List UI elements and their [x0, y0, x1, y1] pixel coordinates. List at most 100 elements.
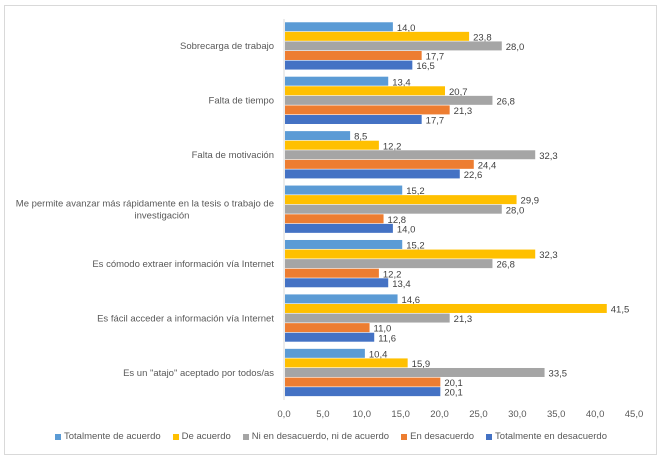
- bar: [285, 22, 393, 32]
- x-tick-label: 10,0: [353, 409, 372, 420]
- data-label: 17,7: [426, 116, 445, 127]
- category-label: Es fácil acceder a información vía Inter…: [97, 313, 274, 324]
- category-label: Me permite avanzar más rápidamente en la…: [16, 199, 274, 210]
- legend-item: En desacuerdo: [401, 431, 474, 442]
- bar: [285, 348, 365, 358]
- data-label: 26,8: [496, 96, 515, 107]
- bar: [285, 31, 470, 41]
- data-label: 20,1: [444, 388, 463, 399]
- data-label: 20,1: [444, 378, 463, 389]
- data-label: 15,2: [406, 241, 425, 252]
- bar: [285, 95, 493, 105]
- data-label: 32,3: [539, 151, 558, 162]
- data-label: 28,0: [506, 205, 525, 216]
- legend-item: Totalmente en desacuerdo: [486, 431, 607, 442]
- bar: [285, 278, 389, 288]
- data-label: 12,8: [388, 215, 407, 226]
- data-label: 33,5: [549, 369, 568, 380]
- x-tick-label: 0,0: [277, 409, 290, 420]
- category-label: Sobrecarga de trabajo: [180, 41, 274, 52]
- x-tick-label: 5,0: [316, 409, 329, 420]
- bar: [285, 268, 379, 278]
- data-label: 15,2: [406, 186, 425, 197]
- bar: [285, 377, 441, 387]
- bar: [285, 239, 403, 249]
- x-tick-label: 25,0: [469, 409, 488, 420]
- legend-label: Totalmente en desacuerdo: [495, 431, 607, 442]
- data-label: 12,2: [383, 269, 402, 280]
- bar: [285, 150, 536, 160]
- x-tick-label: 35,0: [547, 409, 566, 420]
- x-tick-label: 45,0: [625, 409, 644, 420]
- legend-label: En desacuerdo: [410, 431, 475, 442]
- legend-item: Ni en desacuerdo, ni de acuerdo: [242, 431, 390, 442]
- category-label: investigación: [135, 211, 190, 222]
- legend-label: De acuerdo: [181, 431, 231, 442]
- data-label: 24,4: [478, 160, 497, 171]
- category-label: Falta de tiempo: [209, 96, 274, 107]
- bar: [285, 169, 460, 179]
- data-label: 11,0: [374, 324, 392, 335]
- bar: [285, 131, 351, 141]
- data-label: 15,9: [412, 359, 431, 370]
- legend-swatch: [55, 433, 61, 440]
- bar: [285, 41, 502, 51]
- data-label: 10,4: [369, 349, 388, 360]
- x-tick-label: 20,0: [430, 409, 449, 420]
- bar: [285, 159, 474, 169]
- bar: [285, 313, 450, 323]
- bar: [285, 332, 375, 342]
- legend-swatch: [401, 433, 408, 440]
- legend-label: Totalmente de acuerdo: [64, 431, 161, 442]
- legend-item: De acuerdo: [172, 431, 231, 442]
- bar: [285, 323, 370, 333]
- legend-item: Totalmente de acuerdo: [55, 431, 161, 442]
- legend-swatch: [486, 433, 493, 440]
- data-label: 11,6: [378, 333, 396, 344]
- category-label: Falta de motivación: [192, 150, 274, 161]
- x-tick-label: 40,0: [586, 409, 605, 420]
- bar: [285, 60, 413, 70]
- bar: [285, 367, 545, 377]
- data-label: 21,3: [454, 314, 473, 325]
- bar: [285, 303, 607, 313]
- data-label: 13,4: [392, 279, 411, 290]
- data-label: 17,7: [426, 52, 445, 63]
- x-tick-label: 30,0: [508, 409, 527, 420]
- data-label: 26,8: [496, 260, 515, 271]
- data-label: 14,0: [397, 224, 416, 235]
- bar: [285, 204, 502, 214]
- bar: [285, 76, 389, 86]
- bar: [285, 294, 398, 304]
- data-label: 12,2: [383, 141, 402, 152]
- data-label: 21,3: [454, 106, 473, 117]
- data-label: 22,6: [464, 170, 483, 181]
- bar: [285, 105, 450, 115]
- bar: [285, 249, 536, 259]
- bar: [285, 195, 517, 205]
- bar: [285, 387, 441, 397]
- bar: [285, 223, 393, 233]
- data-label: 14,6: [402, 295, 421, 306]
- bar: [285, 86, 445, 96]
- legend-label: Ni en desacuerdo, ni de acuerdo: [251, 431, 390, 442]
- bar: [285, 115, 422, 124]
- data-label: 32,3: [539, 250, 558, 261]
- bar: [285, 259, 493, 269]
- data-label: 13,4: [392, 77, 411, 88]
- bar: [285, 51, 422, 60]
- data-label: 20,7: [449, 87, 468, 98]
- chart-legend: Totalmente de acuerdo De acuerdo Ni en des…: [0, 431, 662, 442]
- data-label: 29,9: [521, 196, 540, 207]
- data-label: 28,0: [506, 42, 525, 53]
- legend-swatch: [242, 433, 249, 440]
- bar: [285, 185, 403, 195]
- data-label: 8,5: [354, 132, 367, 143]
- category-label: Es un "atajo" aceptado por todos/as: [123, 368, 274, 379]
- category-label: Es cómodo extraer información vía Intern…: [92, 259, 274, 270]
- bar: [285, 214, 384, 224]
- data-label: 23,8: [473, 32, 492, 43]
- data-label: 14,0: [397, 23, 416, 34]
- data-label: 41,5: [611, 305, 630, 316]
